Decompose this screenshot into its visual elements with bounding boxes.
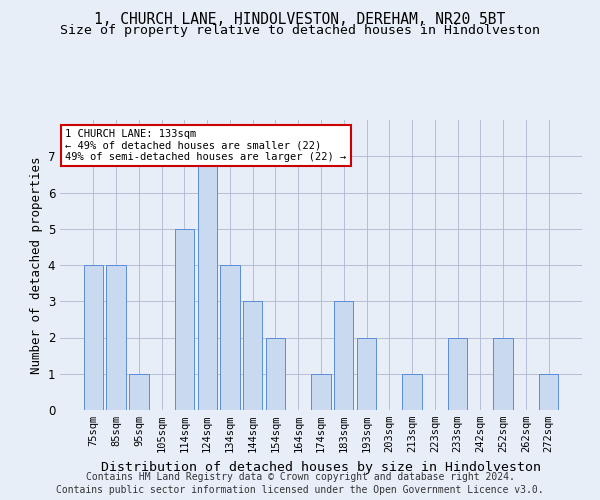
Bar: [493, 338, 513, 410]
Bar: [311, 374, 331, 410]
X-axis label: Distribution of detached houses by size in Hindolveston: Distribution of detached houses by size …: [101, 460, 541, 473]
Bar: [175, 229, 194, 410]
Text: 1 CHURCH LANE: 133sqm
← 49% of detached houses are smaller (22)
49% of semi-deta: 1 CHURCH LANE: 133sqm ← 49% of detached …: [65, 128, 346, 162]
Bar: [266, 338, 285, 410]
Bar: [243, 301, 262, 410]
Bar: [334, 301, 353, 410]
Bar: [106, 265, 126, 410]
Bar: [220, 265, 239, 410]
Bar: [403, 374, 422, 410]
Bar: [129, 374, 149, 410]
Text: 1, CHURCH LANE, HINDOLVESTON, DEREHAM, NR20 5BT: 1, CHURCH LANE, HINDOLVESTON, DEREHAM, N…: [94, 12, 506, 28]
Text: Contains HM Land Registry data © Crown copyright and database right 2024.: Contains HM Land Registry data © Crown c…: [86, 472, 514, 482]
Bar: [539, 374, 558, 410]
Text: Contains public sector information licensed under the Open Government Licence v3: Contains public sector information licen…: [56, 485, 544, 495]
Bar: [357, 338, 376, 410]
Text: Size of property relative to detached houses in Hindolveston: Size of property relative to detached ho…: [60, 24, 540, 37]
Bar: [84, 265, 103, 410]
Bar: [448, 338, 467, 410]
Y-axis label: Number of detached properties: Number of detached properties: [31, 156, 43, 374]
Bar: [197, 156, 217, 410]
